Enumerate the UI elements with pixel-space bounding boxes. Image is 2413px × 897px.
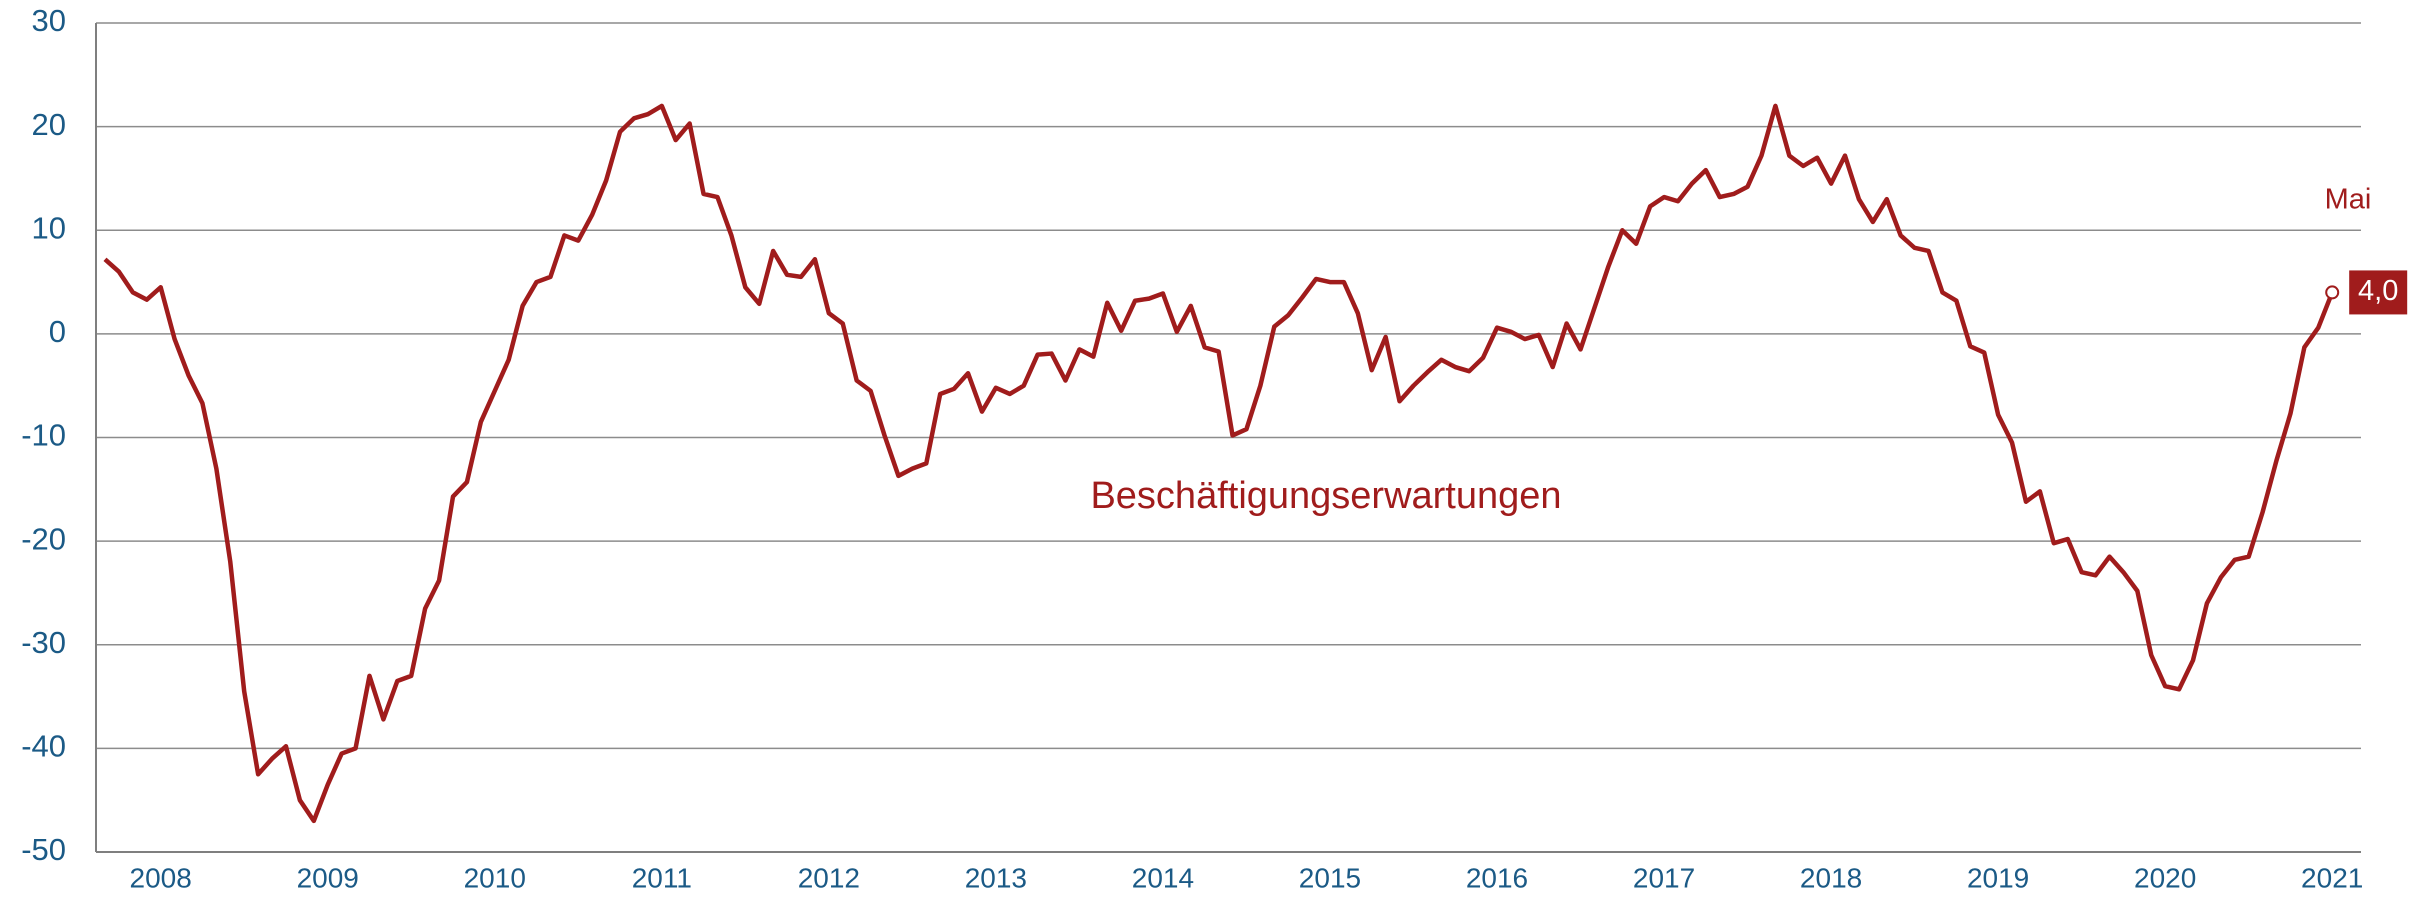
x-tick-label: 2008 (130, 862, 192, 893)
value-label-box (2349, 270, 2408, 315)
x-tick-label: 2020 (2134, 862, 2196, 893)
x-tick-label: 2010 (464, 862, 526, 893)
x-tick-label: 2021 (2301, 862, 2363, 893)
x-tick-label: 2019 (1967, 862, 2029, 893)
value-label: 4,0 (2358, 275, 2398, 307)
y-tick-label: -20 (21, 521, 66, 556)
x-tick-label: 2018 (1800, 862, 1862, 893)
y-tick-label: -50 (21, 832, 66, 867)
y-tick-label: 20 (32, 107, 66, 142)
series-annotation: Beschäftigungserwartungen (1090, 475, 1561, 517)
y-tick-label: -10 (21, 418, 66, 453)
month-annotation: Mai (2325, 184, 2372, 216)
y-tick-label: -30 (21, 625, 66, 660)
x-tick-label: 2011 (632, 862, 692, 893)
x-tick-label: 2016 (1466, 862, 1528, 893)
y-tick-label: 30 (32, 3, 66, 38)
x-tick-label: 2012 (798, 862, 860, 893)
y-tick-label: 10 (32, 210, 66, 245)
y-tick-label: -40 (21, 729, 66, 764)
x-tick-label: 2009 (297, 862, 359, 893)
x-tick-label: 2017 (1633, 862, 1695, 893)
end-marker (2325, 285, 2340, 300)
x-tick-label: 2013 (965, 862, 1027, 893)
y-tick-label: 0 (49, 314, 66, 349)
series-line (103, 103, 2335, 824)
x-tick-label: 2015 (1299, 862, 1361, 893)
x-tick-label: 2014 (1132, 862, 1194, 893)
